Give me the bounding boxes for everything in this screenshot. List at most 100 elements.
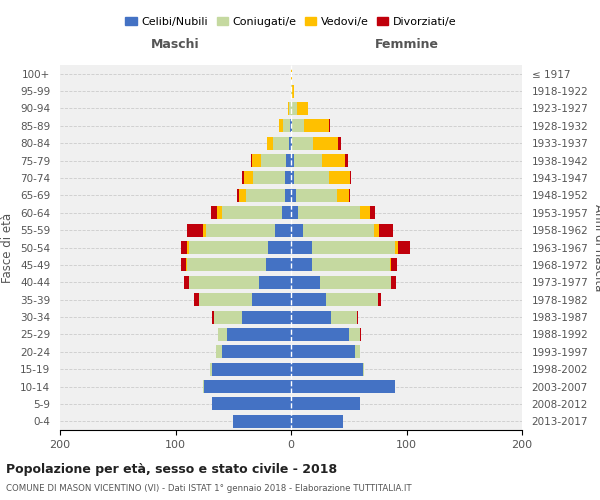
Bar xyxy=(212,310,214,324)
Bar xyxy=(216,346,222,358)
Bar xyxy=(187,224,203,236)
Bar xyxy=(212,362,291,376)
Bar xyxy=(285,172,291,184)
Bar xyxy=(291,154,295,167)
Bar xyxy=(355,346,360,358)
Bar xyxy=(266,258,291,272)
Bar xyxy=(291,67,292,80)
Bar xyxy=(286,154,291,167)
Bar xyxy=(360,328,361,341)
Bar xyxy=(211,206,217,220)
Bar xyxy=(331,310,357,324)
Bar xyxy=(395,241,398,254)
Bar xyxy=(283,120,290,132)
Bar xyxy=(289,136,291,149)
Bar xyxy=(291,206,298,220)
Bar xyxy=(295,154,322,167)
Bar xyxy=(210,362,212,376)
Bar xyxy=(253,172,285,184)
Bar xyxy=(398,241,410,254)
Bar xyxy=(357,310,358,324)
Bar xyxy=(251,154,252,167)
Bar xyxy=(181,258,186,272)
Bar xyxy=(194,293,199,306)
Bar xyxy=(337,189,349,202)
Bar xyxy=(349,189,350,202)
Bar xyxy=(291,189,296,202)
Bar xyxy=(291,415,343,428)
Bar xyxy=(244,172,253,184)
Bar xyxy=(292,84,295,98)
Bar xyxy=(252,154,261,167)
Bar xyxy=(184,276,190,289)
Bar xyxy=(239,189,246,202)
Bar xyxy=(391,276,396,289)
Bar xyxy=(391,258,397,272)
Bar xyxy=(313,136,338,149)
Bar xyxy=(206,224,275,236)
Bar xyxy=(291,362,362,376)
Bar xyxy=(291,310,331,324)
Bar xyxy=(287,102,289,115)
Bar xyxy=(291,398,360,410)
Bar xyxy=(291,258,312,272)
Bar xyxy=(187,241,190,254)
Bar xyxy=(349,328,360,341)
Y-axis label: Anni di nascita: Anni di nascita xyxy=(592,204,600,291)
Bar xyxy=(312,241,395,254)
Bar xyxy=(222,206,282,220)
Bar xyxy=(203,380,205,393)
Bar xyxy=(227,328,291,341)
Bar xyxy=(212,398,291,410)
Bar xyxy=(379,224,392,236)
Bar xyxy=(291,84,292,98)
Bar xyxy=(252,293,291,306)
Text: Popolazione per età, sesso e stato civile - 2018: Popolazione per età, sesso e stato civil… xyxy=(6,462,337,475)
Bar xyxy=(272,136,289,149)
Bar xyxy=(291,328,349,341)
Bar xyxy=(203,224,206,236)
Bar xyxy=(275,224,291,236)
Text: Maschi: Maschi xyxy=(151,38,200,51)
Text: Femmine: Femmine xyxy=(374,38,439,51)
Bar xyxy=(374,224,379,236)
Bar xyxy=(190,276,259,289)
Bar xyxy=(292,120,304,132)
Bar xyxy=(290,120,291,132)
Bar xyxy=(186,258,187,272)
Bar xyxy=(242,172,244,184)
Bar xyxy=(214,310,242,324)
Bar xyxy=(345,154,347,167)
Bar xyxy=(217,206,222,220)
Bar xyxy=(291,380,395,393)
Bar xyxy=(329,172,350,184)
Bar xyxy=(360,206,370,220)
Legend: Celibi/Nubili, Coniugati/e, Vedovi/e, Divorziati/e: Celibi/Nubili, Coniugati/e, Vedovi/e, Di… xyxy=(121,12,461,31)
Bar xyxy=(267,136,272,149)
Bar xyxy=(295,172,329,184)
Bar xyxy=(298,206,360,220)
Bar xyxy=(291,346,355,358)
Bar xyxy=(291,136,292,149)
Bar xyxy=(291,102,297,115)
Bar xyxy=(222,346,291,358)
Bar xyxy=(291,241,312,254)
Bar xyxy=(297,102,308,115)
Bar xyxy=(237,189,239,202)
Bar xyxy=(291,224,302,236)
Bar xyxy=(338,136,341,149)
Bar xyxy=(322,154,345,167)
Bar xyxy=(377,293,381,306)
Bar xyxy=(259,276,291,289)
Bar xyxy=(285,189,291,202)
Bar xyxy=(246,189,285,202)
Bar xyxy=(233,415,291,428)
Bar xyxy=(320,276,391,289)
Bar xyxy=(282,206,291,220)
Bar xyxy=(218,328,227,341)
Bar xyxy=(362,362,364,376)
Bar xyxy=(292,136,313,149)
Bar xyxy=(329,120,330,132)
Bar xyxy=(291,293,326,306)
Bar xyxy=(326,293,377,306)
